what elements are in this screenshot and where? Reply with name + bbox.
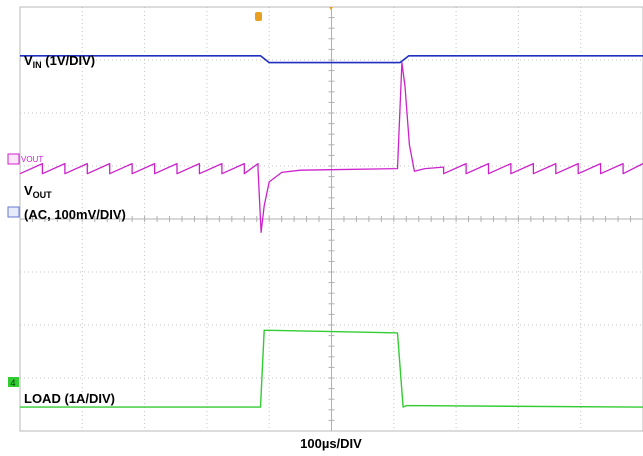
x-axis-label: 100µs/DIV [300,436,362,451]
traces [19,55,643,408]
vin-label: VIN (1V/DIV) [24,53,95,70]
vin-trace [20,55,643,64]
vout-channel-tag: VOUT [21,155,43,164]
ch2-ground-marker [7,206,20,218]
graticule [19,6,643,432]
trigger-marker [255,7,333,21]
load-trace [20,329,643,408]
vout-scale-label: (AC, 100mV/DIV) [24,207,126,222]
ch4-ground-marker: 4 [8,377,19,388]
load-label: LOAD (1A/DIV) [24,391,115,406]
svg-text:4: 4 [10,378,15,388]
vout-trace [19,61,643,233]
ch3-ground-marker [7,153,20,165]
vout-label: VOUT [24,183,52,200]
